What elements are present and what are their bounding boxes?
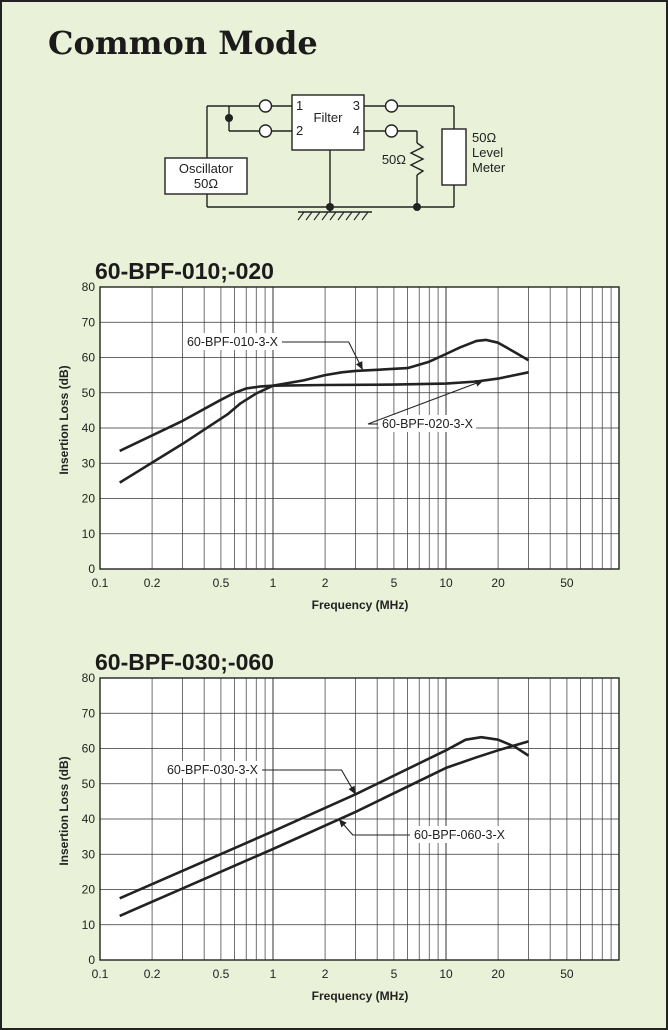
y-tick-label: 50 — [82, 386, 96, 400]
series-line-0 — [119, 735, 530, 900]
x-tick-label: 5 — [391, 576, 398, 590]
pin-1-label: 1 — [296, 98, 303, 113]
meter-impedance: 50Ω — [472, 130, 496, 145]
y-tick-label: 70 — [82, 315, 96, 329]
x-tick-label: 20 — [491, 576, 505, 590]
annotation-background — [183, 333, 281, 350]
annotation-label: 60-BPF-060-3-X — [414, 828, 506, 842]
oscillator-box — [164, 157, 248, 195]
annotation-label: 60-BPF-030-3-X — [167, 763, 259, 777]
filter-box — [291, 94, 365, 151]
y-tick-label: 80 — [82, 280, 96, 294]
terminal-circles — [258, 99, 399, 138]
annotation-arrowhead — [355, 361, 363, 370]
pin-3-label: 3 — [353, 98, 360, 113]
x-tick-label: 0.1 — [92, 576, 109, 590]
y-axis-label: Insertion Loss (dB) — [57, 756, 71, 865]
annotation-background — [411, 826, 509, 843]
y-tick-label: 40 — [82, 812, 96, 826]
chart-60-bpf-030-060: 60-BPF-030;-060 Insertion Loss (dB) Freq… — [57, 649, 620, 1003]
filter-label: Filter — [314, 110, 344, 125]
oscillator-label: Oscillator — [179, 161, 234, 176]
x-tick-label: 1 — [270, 576, 277, 590]
plot-area — [99, 286, 620, 570]
page-title: Common Mode — [48, 24, 318, 62]
annotation-leader — [367, 379, 484, 425]
y-tick-label: 0 — [88, 953, 95, 967]
x-tick-label: 50 — [560, 576, 574, 590]
annotation-arrowhead — [474, 379, 484, 387]
y-tick-label: 0 — [88, 562, 95, 576]
x-tick-label: 0.1 — [92, 967, 109, 981]
series-line-0 — [119, 338, 530, 484]
meter-label-line1: Level — [472, 145, 503, 160]
chart-title: 60-BPF-030;-060 — [95, 649, 274, 675]
x-tick-label: 5 — [391, 967, 398, 981]
ground-hatching — [297, 211, 369, 221]
y-tick-label: 30 — [82, 456, 96, 470]
annotation-label: 60-BPF-020-3-X — [382, 417, 474, 431]
y-tick-label: 20 — [82, 883, 96, 897]
y-tick-label: 60 — [82, 351, 96, 365]
y-tick-label: 50 — [82, 777, 96, 791]
x-tick-label: 50 — [560, 967, 574, 981]
x-tick-label: 20 — [491, 967, 505, 981]
annotation-arrowhead — [348, 785, 356, 795]
y-tick-label: 30 — [82, 847, 96, 861]
y-axis-label: Insertion Loss (dB) — [57, 365, 71, 474]
plot-area — [99, 677, 620, 961]
y-tick-label: 10 — [82, 918, 96, 932]
x-axis-label: Frequency (MHz) — [312, 989, 409, 1003]
x-tick-label: 0.5 — [213, 576, 230, 590]
junction-dots — [225, 114, 421, 211]
x-tick-label: 0.2 — [144, 576, 161, 590]
test-circuit-schematic: Filter 1 2 3 4 Oscillator 50Ω 50Ω 50Ω Le… — [164, 94, 506, 221]
annotation-label: 60-BPF-010-3-X — [187, 335, 279, 349]
annotation-leader — [262, 769, 357, 795]
y-tick-label: 10 — [82, 527, 96, 541]
chart-title: 60-BPF-010;-020 — [95, 258, 274, 284]
annotation-leader — [282, 341, 364, 371]
resistor-label: 50Ω — [382, 152, 406, 167]
chart-60-bpf-010-020: 60-BPF-010;-020 Insertion Loss (dB) Freq… — [57, 258, 620, 612]
oscillator-impedance: 50Ω — [194, 176, 218, 191]
annotation-background — [163, 761, 261, 778]
x-tick-label: 10 — [439, 967, 453, 981]
y-tick-label: 60 — [82, 742, 96, 756]
annotation-background — [379, 415, 477, 432]
plot-frame — [99, 286, 620, 570]
y-tick-label: 80 — [82, 671, 96, 685]
plot-frame — [99, 677, 620, 961]
annotation-arrowhead — [338, 819, 347, 828]
x-tick-label: 2 — [322, 967, 329, 981]
x-axis-label: Frequency (MHz) — [312, 598, 409, 612]
x-tick-label: 1 — [270, 967, 277, 981]
x-tick-label: 10 — [439, 576, 453, 590]
x-tick-label: 2 — [322, 576, 329, 590]
level-meter-box — [441, 128, 467, 186]
y-tick-label: 20 — [82, 492, 96, 506]
meter-label-line2: Meter — [472, 160, 506, 175]
pin-4-label: 4 — [353, 123, 360, 138]
x-tick-label: 0.2 — [144, 967, 161, 981]
pin-2-label: 2 — [296, 123, 303, 138]
y-tick-label: 70 — [82, 706, 96, 720]
y-tick-label: 40 — [82, 421, 96, 435]
series-line-1 — [119, 740, 529, 918]
x-tick-label: 0.5 — [213, 967, 230, 981]
series-line-1 — [119, 371, 529, 453]
